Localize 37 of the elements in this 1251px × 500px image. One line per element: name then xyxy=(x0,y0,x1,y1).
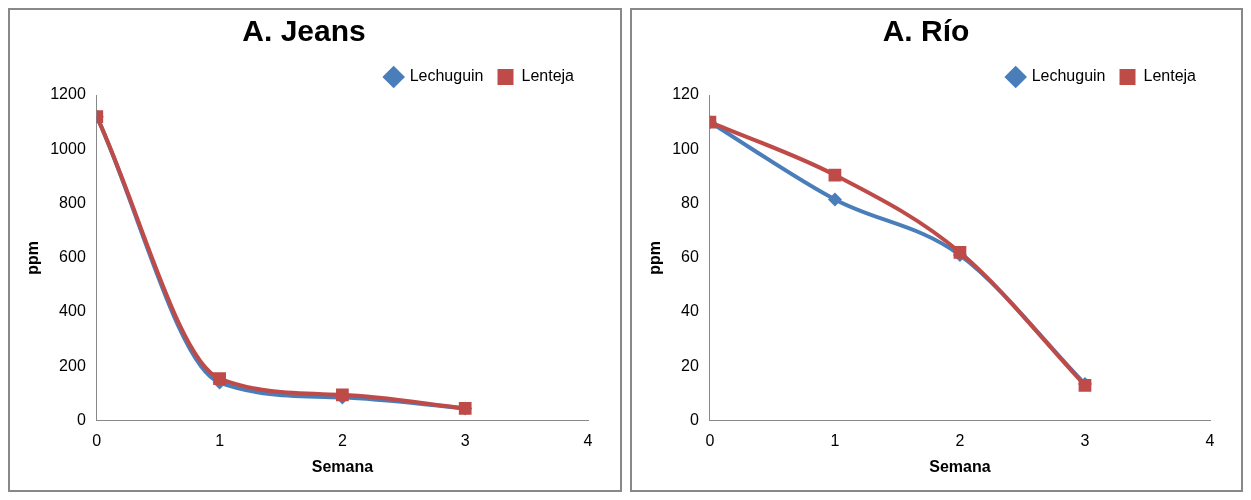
point xyxy=(213,372,226,385)
legend-label: Lenteja xyxy=(521,67,575,85)
y-tick-label: 80 xyxy=(680,193,699,211)
y-tick-label: 600 xyxy=(59,248,86,266)
y-tick-label: 0 xyxy=(689,411,699,429)
x-axis-title: Semana xyxy=(928,457,991,475)
y-axis-title: ppm xyxy=(24,240,42,275)
point xyxy=(827,192,842,207)
y-axis-title: ppm xyxy=(645,240,663,275)
x-tick-label: 3 xyxy=(460,431,470,449)
x-tick-label: 1 xyxy=(215,431,225,449)
chart-title: A. Río xyxy=(882,14,969,48)
y-tick-label: 120 xyxy=(671,85,699,103)
x-axis-title: Semana xyxy=(311,457,374,475)
legend-label: Lechuguin xyxy=(409,67,484,85)
y-tick-label: 400 xyxy=(59,302,86,320)
x-tick-label: 1 xyxy=(829,431,839,449)
x-tick-label: 0 xyxy=(92,431,102,449)
x-tick-label: 4 xyxy=(583,431,593,449)
y-tick-label: 20 xyxy=(680,356,699,374)
x-tick-label: 3 xyxy=(1080,431,1090,449)
y-tick-label: 800 xyxy=(59,193,86,211)
x-tick-label: 0 xyxy=(704,431,714,449)
x-tick-label: 2 xyxy=(954,431,964,449)
y-tick-label: 60 xyxy=(680,248,699,266)
legend-label: Lenteja xyxy=(1143,67,1196,85)
y-tick-label: 1000 xyxy=(50,139,86,157)
x-tick-label: 2 xyxy=(337,431,347,449)
legend-label: Lechuguin xyxy=(1031,67,1106,85)
chart-title: A. Jeans xyxy=(242,14,366,48)
y-tick-label: 40 xyxy=(680,302,699,320)
point xyxy=(953,246,966,259)
x-tick-label: 4 xyxy=(1205,431,1215,449)
y-tick-label: 200 xyxy=(59,356,86,374)
y-tick-label: 0 xyxy=(76,411,86,429)
y-tick-label: 100 xyxy=(671,139,699,157)
y-tick-label: 1200 xyxy=(50,85,86,103)
